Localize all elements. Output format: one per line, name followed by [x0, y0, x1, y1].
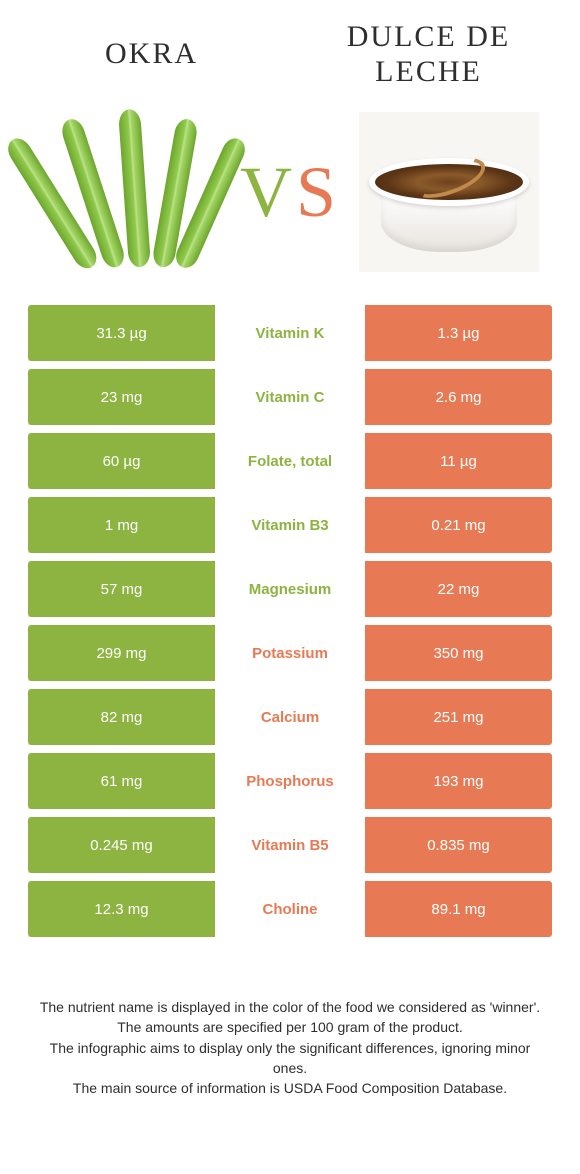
- nutrient-name: Vitamin K: [215, 305, 365, 361]
- left-value: 82 mg: [28, 689, 215, 745]
- right-value: 350 mg: [365, 625, 552, 681]
- table-row: 299 mgPotassium350 mg: [28, 625, 552, 681]
- nutrient-name: Folate, total: [215, 433, 365, 489]
- right-value: 1.3 µg: [365, 305, 552, 361]
- footnote: The nutrient name is displayed in the co…: [28, 997, 552, 1098]
- right-value: 89.1 mg: [365, 881, 552, 937]
- header: Okra Dulce de Leche: [28, 20, 552, 89]
- nutrient-name: Calcium: [215, 689, 365, 745]
- right-value: 22 mg: [365, 561, 552, 617]
- vs-s: S: [296, 152, 340, 232]
- okra-image: [28, 107, 234, 277]
- left-value: 299 mg: [28, 625, 215, 681]
- left-value: 0.245 mg: [28, 817, 215, 873]
- table-row: 1 mgVitamin B30.21 mg: [28, 497, 552, 553]
- left-value: 12.3 mg: [28, 881, 215, 937]
- footnote-line: The nutrient name is displayed in the co…: [34, 997, 546, 1017]
- left-value: 60 µg: [28, 433, 215, 489]
- footnote-line: The main source of information is USDA F…: [34, 1078, 546, 1098]
- table-row: 23 mgVitamin C2.6 mg: [28, 369, 552, 425]
- left-value: 1 mg: [28, 497, 215, 553]
- right-value: 251 mg: [365, 689, 552, 745]
- table-row: 31.3 µgVitamin K1.3 µg: [28, 305, 552, 361]
- title-left: Okra: [28, 37, 275, 72]
- right-value: 193 mg: [365, 753, 552, 809]
- table-row: 57 mgMagnesium22 mg: [28, 561, 552, 617]
- table-row: 0.245 mgVitamin B50.835 mg: [28, 817, 552, 873]
- image-row: VS: [28, 107, 552, 277]
- nutrient-name: Magnesium: [215, 561, 365, 617]
- nutrient-name: Choline: [215, 881, 365, 937]
- nutrient-name: Phosphorus: [215, 753, 365, 809]
- table-row: 60 µgFolate, total11 µg: [28, 433, 552, 489]
- table-row: 61 mgPhosphorus193 mg: [28, 753, 552, 809]
- nutrient-name: Potassium: [215, 625, 365, 681]
- nutrient-name: Vitamin B5: [215, 817, 365, 873]
- vs-label: VS: [240, 156, 340, 228]
- vs-v: V: [240, 152, 296, 232]
- left-value: 57 mg: [28, 561, 215, 617]
- left-value: 61 mg: [28, 753, 215, 809]
- dulce-image: [346, 107, 552, 277]
- right-value: 0.21 mg: [365, 497, 552, 553]
- table-row: 82 mgCalcium251 mg: [28, 689, 552, 745]
- right-value: 2.6 mg: [365, 369, 552, 425]
- footnote-line: The amounts are specified per 100 gram o…: [34, 1017, 546, 1037]
- right-value: 0.835 mg: [365, 817, 552, 873]
- left-value: 31.3 µg: [28, 305, 215, 361]
- right-value: 11 µg: [365, 433, 552, 489]
- footnote-line: The infographic aims to display only the…: [34, 1038, 546, 1079]
- nutrient-name: Vitamin C: [215, 369, 365, 425]
- left-value: 23 mg: [28, 369, 215, 425]
- nutrient-name: Vitamin B3: [215, 497, 365, 553]
- title-right: Dulce de Leche: [305, 20, 552, 89]
- table-row: 12.3 mgCholine89.1 mg: [28, 881, 552, 937]
- comparison-table: 31.3 µgVitamin K1.3 µg 23 mgVitamin C2.6 …: [28, 305, 552, 937]
